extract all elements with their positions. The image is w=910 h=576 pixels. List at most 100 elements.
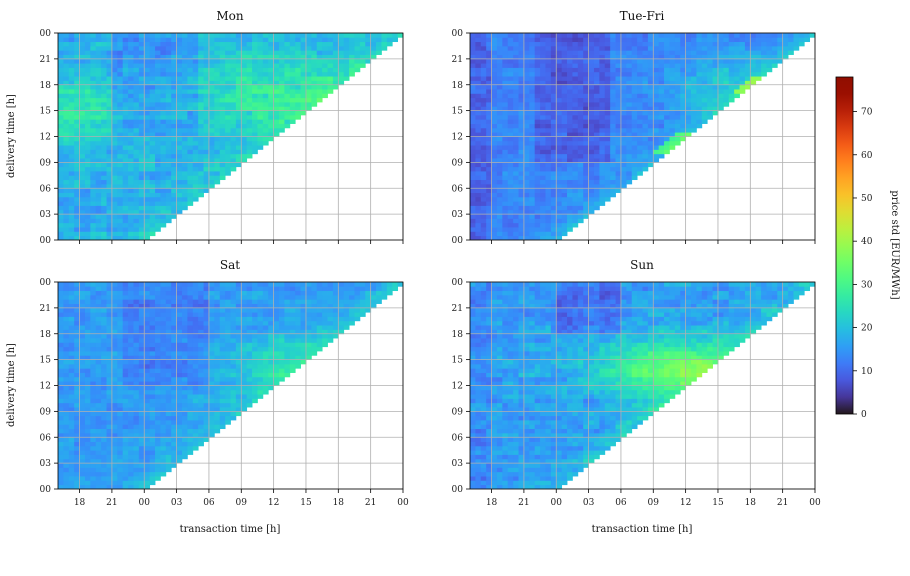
heatmap-cell — [128, 355, 134, 361]
heatmap-cell — [230, 132, 237, 137]
heatmap-cell — [669, 132, 676, 137]
heatmap-cell — [198, 41, 204, 47]
heatmap-cell — [664, 110, 670, 116]
heatmap-cell — [631, 50, 638, 55]
heatmap-cell — [370, 37, 377, 43]
heatmap-cell — [577, 188, 584, 193]
heatmap-cell — [626, 175, 633, 181]
heatmap-cell — [122, 45, 129, 51]
heatmap-cell — [664, 71, 670, 77]
heatmap-cell — [561, 127, 568, 133]
heatmap-cell — [658, 110, 665, 116]
heatmap-cell — [604, 123, 611, 129]
heatmap-cell — [235, 33, 242, 38]
heatmap-cell — [793, 33, 800, 38]
heatmap-cell — [491, 76, 498, 81]
heatmap-cell — [144, 458, 151, 464]
heatmap-cell — [235, 89, 242, 94]
heatmap-cell — [155, 123, 161, 129]
heatmap-cell — [138, 183, 145, 189]
heatmap-cell — [647, 80, 654, 86]
heatmap-cell — [610, 183, 616, 189]
heatmap-cell — [507, 209, 514, 215]
heatmap-cell — [615, 136, 622, 142]
heatmap-cell — [577, 106, 584, 112]
heatmap-cell — [176, 140, 183, 146]
heatmap-cell — [550, 162, 557, 168]
heatmap-cell — [349, 54, 355, 60]
heatmap-cell — [95, 407, 102, 412]
heatmap-cell — [507, 45, 514, 51]
heatmap-cell — [198, 114, 204, 120]
heatmap-cell — [74, 41, 80, 47]
heatmap-cell — [475, 80, 482, 86]
heatmap-cell — [583, 41, 589, 47]
heatmap-cell — [106, 93, 113, 99]
heatmap-cell — [181, 63, 188, 68]
heatmap-cell — [63, 458, 70, 464]
heatmap-cell — [766, 54, 773, 60]
heatmap-cell — [289, 84, 296, 90]
heatmap-cell — [311, 80, 318, 86]
heatmap-cell — [332, 33, 339, 38]
heatmap-cell — [106, 389, 113, 395]
heatmap-cell — [149, 119, 156, 124]
heatmap-cell — [707, 71, 713, 77]
heatmap-cell — [111, 201, 118, 206]
heatmap-cell — [74, 415, 80, 421]
heatmap-cell — [84, 411, 91, 417]
heatmap-cell — [782, 37, 789, 43]
heatmap-cell — [138, 201, 145, 206]
heatmap-cell — [513, 218, 519, 224]
heatmap-cell — [165, 372, 172, 378]
heatmap-cell — [111, 192, 118, 198]
heatmap-cell — [496, 175, 503, 181]
heatmap-cell — [545, 171, 552, 176]
heatmap-cell — [187, 71, 194, 77]
heatmap-cell — [95, 214, 102, 219]
heatmap-cell — [567, 218, 573, 224]
heatmap-cell — [138, 411, 145, 417]
heatmap-cell — [187, 201, 194, 206]
heatmap-cell — [470, 114, 476, 120]
heatmap-cell — [572, 149, 579, 155]
heatmap-cell — [507, 201, 514, 206]
heatmap-cell — [262, 80, 269, 86]
heatmap-cell — [149, 394, 156, 399]
heatmap-cell — [84, 132, 91, 137]
heatmap-cell — [171, 420, 177, 425]
heatmap-cell — [550, 231, 557, 237]
heatmap-cell — [181, 54, 188, 60]
heatmap-cell — [90, 402, 97, 408]
heatmap-cell — [149, 445, 156, 451]
heatmap-cell — [311, 76, 318, 81]
heatmap-cell — [208, 175, 215, 181]
heatmap-cell — [561, 110, 568, 116]
heatmap-cell — [160, 136, 167, 142]
heatmap-cell — [246, 110, 253, 116]
heatmap-cell — [642, 84, 649, 90]
heatmap-cell — [101, 376, 107, 382]
y-tick-label: 00 — [452, 236, 464, 246]
heatmap-cell — [133, 102, 140, 107]
heatmap-cell — [561, 41, 568, 47]
heatmap-cell — [149, 432, 156, 438]
heatmap-cell — [647, 41, 654, 47]
heatmap-cell — [214, 359, 221, 365]
heatmap-cell — [507, 76, 514, 81]
heatmap-cell — [316, 80, 323, 86]
heatmap-cell — [507, 188, 514, 193]
heatmap-cell — [106, 76, 113, 81]
heatmap-cell — [165, 205, 172, 211]
heatmap-cell — [475, 140, 482, 146]
heatmap-cell — [122, 140, 129, 146]
heatmap-cell — [90, 381, 97, 386]
heatmap-cell — [106, 84, 113, 90]
heatmap-cell — [540, 158, 546, 163]
heatmap-cell — [534, 145, 541, 150]
heatmap-cell — [631, 97, 638, 103]
heatmap-cell — [241, 394, 248, 399]
heatmap-cell — [219, 140, 226, 146]
heatmap-cell — [181, 432, 188, 438]
heatmap-cell — [712, 89, 719, 94]
